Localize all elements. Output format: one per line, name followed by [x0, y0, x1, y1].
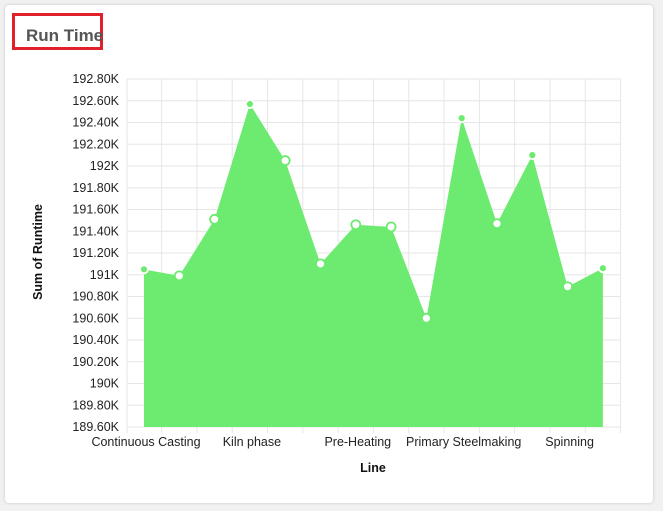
y-tick-label: 190.40K	[72, 333, 119, 347]
y-tick-label: 189.60K	[72, 420, 119, 434]
data-point[interactable]	[350, 219, 362, 231]
data-point[interactable]	[420, 312, 432, 324]
y-tick-label: 190.60K	[72, 311, 119, 325]
area-fill	[144, 104, 603, 427]
chart-title: Run Time	[26, 26, 104, 45]
y-tick-label: 191.60K	[72, 203, 119, 217]
y-tick-label: 192.40K	[72, 116, 119, 130]
data-point[interactable]	[279, 155, 291, 166]
y-tick-label: 191.20K	[72, 246, 119, 260]
data-point[interactable]	[209, 213, 221, 225]
y-tick-label: 192.80K	[72, 72, 119, 86]
data-point[interactable]	[562, 281, 573, 293]
y-tick-label: 192K	[90, 159, 120, 173]
x-tick-label: Spinning	[545, 435, 594, 449]
data-point[interactable]	[173, 270, 185, 282]
y-tick-label: 190K	[90, 377, 120, 391]
x-tick-label: Continuous Casting	[91, 435, 200, 449]
data-point[interactable]	[244, 99, 255, 109]
y-axis-ticks: 189.60K 189.80K 190K 190.20K 190.40K 190.60K 1…	[72, 72, 119, 434]
x-tick-label: Pre-Heating	[324, 435, 391, 449]
y-axis-title: Sum of Runtime	[31, 204, 45, 300]
x-axis-title: Line	[360, 461, 386, 475]
data-point[interactable]	[598, 263, 608, 274]
area-series	[144, 104, 603, 427]
data-point[interactable]	[315, 258, 326, 270]
y-tick-label: 191K	[90, 268, 120, 282]
data-point[interactable]	[491, 218, 503, 230]
y-tick-label: 192.60K	[72, 94, 119, 108]
x-tick-label: Primary Steelmaking	[406, 435, 521, 449]
data-point[interactable]	[139, 264, 149, 275]
x-axis-ticks: Continuous Casting Kiln phase Pre-Heating P…	[91, 435, 594, 449]
data-point[interactable]	[456, 113, 467, 124]
y-tick-label: 191.80K	[72, 181, 119, 195]
y-tick-label: 190.20K	[72, 355, 119, 369]
y-tick-label: 191.40K	[72, 224, 119, 238]
data-points	[139, 99, 608, 324]
chart-title-box: Run Time	[12, 13, 103, 50]
y-tick-label: 189.80K	[72, 398, 119, 412]
data-point[interactable]	[385, 221, 397, 233]
data-point[interactable]	[527, 150, 538, 161]
y-tick-label: 192.20K	[72, 137, 119, 151]
x-tick-label: Kiln phase	[223, 435, 281, 449]
y-tick-label: 190.80K	[72, 290, 119, 304]
